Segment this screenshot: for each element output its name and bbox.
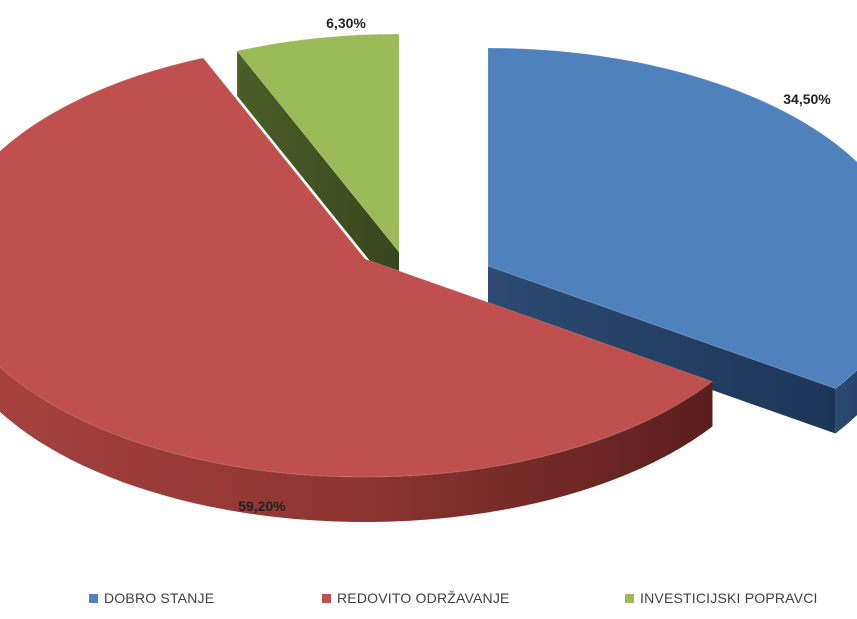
legend-swatch — [322, 593, 331, 603]
data-label-investicijski-popravci: 6,30% — [326, 15, 366, 31]
legend-swatch — [625, 593, 634, 603]
legend-label: INVESTICIJSKI POPRAVCI — [640, 590, 818, 606]
data-label-redovito-odr-avanje: 59,20% — [238, 498, 286, 514]
pie-slice-investicijski-popravci — [236, 33, 400, 298]
pie-slice-redovito-odr-avanje — [0, 57, 714, 522]
legend-item: REDOVITO ODRŽAVANJE — [322, 590, 510, 606]
slice-outer-wall — [835, 370, 857, 434]
pie-slice-dobro-stanje — [487, 47, 857, 434]
slice-top-face — [236, 33, 400, 254]
slice-top-face — [0, 57, 714, 478]
legend-swatch — [89, 593, 98, 603]
legend-label: DOBRO STANJE — [104, 590, 215, 606]
legend: DOBRO STANJE REDOVITO ODRŽAVANJE INVESTICI… — [0, 590, 857, 612]
legend-item: DOBRO STANJE — [89, 590, 214, 606]
data-label-dobro-stanje: 34,50% — [783, 91, 831, 107]
slice-outer-wall — [0, 366, 713, 522]
slice-top-face — [487, 47, 857, 390]
slice-radial-face — [237, 50, 399, 298]
legend-label: REDOVITO ODRŽAVANJE — [337, 590, 510, 606]
legend-item: INVESTICIJSKI POPRAVCI — [625, 590, 818, 606]
slice-radial-face — [488, 266, 836, 434]
